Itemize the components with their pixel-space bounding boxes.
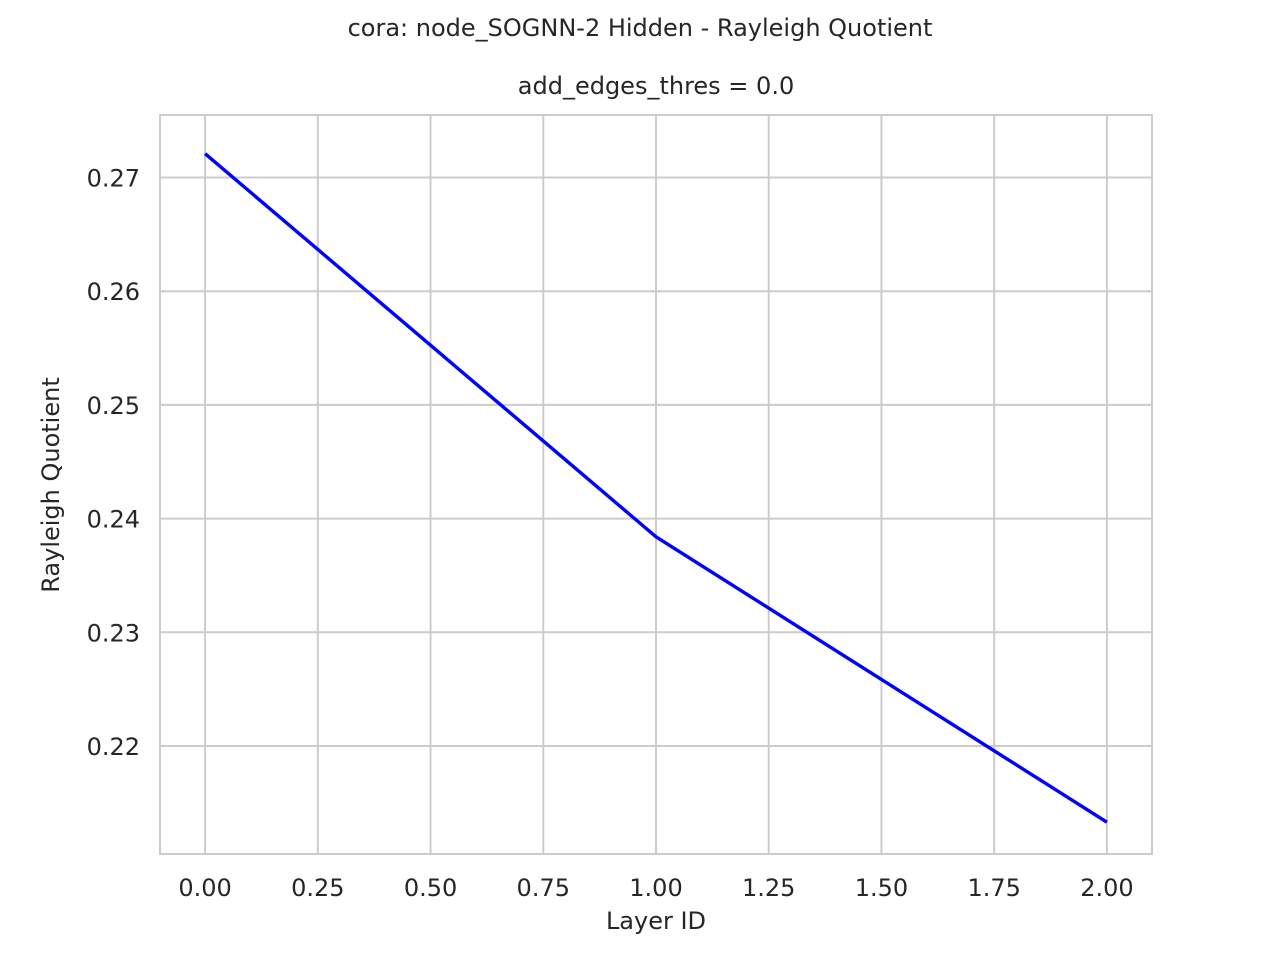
y-tick-label: 0.22: [87, 733, 140, 761]
x-tick-label: 0.00: [178, 874, 231, 902]
y-tick-label: 0.23: [87, 619, 140, 647]
series-group: [203, 152, 1108, 824]
y-tick-label: 0.24: [87, 506, 140, 534]
x-tick-label: 1.75: [967, 874, 1020, 902]
plot-frame: [159, 114, 1153, 855]
y-tick-label: 0.25: [87, 392, 140, 420]
x-tick-label: 1.25: [742, 874, 795, 902]
x-axis-label: Layer ID: [605, 907, 707, 935]
grid-lines: [160, 115, 1152, 854]
x-tick-label: 1.50: [855, 874, 908, 902]
x-tick-label: 0.25: [291, 874, 344, 902]
series-line: [203, 152, 1108, 824]
y-tick-labels: 0.22 0.23 0.24 0.25 0.26 0.27: [87, 165, 140, 761]
figure-suptitle: cora: node_SOGNN-2 Hidden - Rayleigh Quo…: [347, 14, 933, 42]
x-tick-label: 2.00: [1080, 874, 1133, 902]
x-tick-label: 1.00: [629, 874, 682, 902]
x-tick-labels: 0.00 0.25 0.50 0.75 1.00 1.25 1.50 1.75 2.00: [178, 874, 1133, 902]
x-tick-label: 0.75: [517, 874, 570, 902]
chart-title: add_edges_thres = 0.0: [517, 72, 795, 100]
x-tick-label: 0.50: [404, 874, 457, 902]
y-tick-label: 0.27: [87, 165, 140, 193]
y-tick-label: 0.26: [87, 278, 140, 306]
